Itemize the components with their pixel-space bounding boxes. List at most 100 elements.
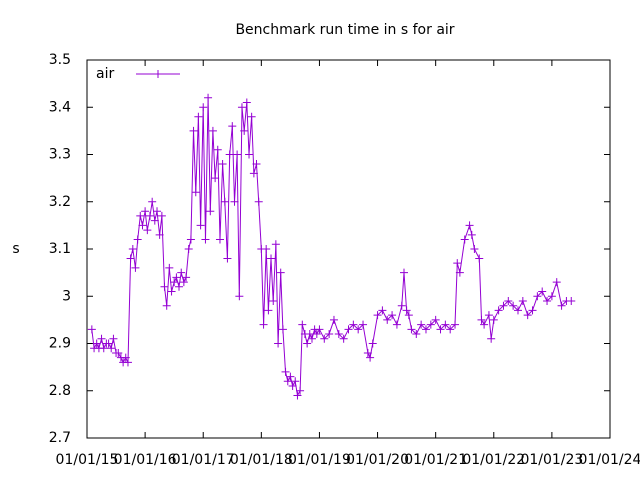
x-tick-label: 01/01/18 — [230, 452, 293, 468]
point-marker — [470, 245, 479, 253]
point-marker — [233, 150, 242, 159]
point-marker — [283, 377, 292, 386]
point-marker — [150, 216, 159, 225]
point-marker — [475, 254, 484, 263]
point-marker — [204, 93, 213, 102]
point-marker — [215, 235, 224, 244]
point-marker — [547, 292, 556, 301]
y-tick-label: 3.4 — [49, 99, 71, 115]
point-marker — [366, 353, 375, 362]
point-marker — [421, 325, 430, 334]
point-marker — [196, 221, 205, 230]
point-marker — [373, 311, 382, 320]
y-tick-label: 3.2 — [49, 194, 71, 210]
y-tick-label: 3.1 — [49, 241, 71, 257]
point-marker — [249, 169, 258, 178]
point-marker — [368, 339, 377, 348]
point-marker — [460, 235, 469, 244]
point-marker — [170, 278, 179, 287]
point-marker — [441, 320, 450, 329]
point-marker — [99, 344, 108, 353]
point-marker — [138, 221, 147, 230]
point-marker — [184, 245, 193, 253]
point-marker — [191, 188, 200, 197]
point-marker — [513, 306, 522, 315]
chart-title: Benchmark run time in s for air — [235, 22, 454, 38]
point-marker — [271, 240, 280, 249]
point-marker — [87, 325, 96, 334]
point-marker — [431, 315, 440, 324]
point-marker — [104, 339, 113, 348]
point-marker — [402, 306, 411, 315]
point-marker — [228, 122, 237, 131]
point-marker — [354, 325, 363, 334]
point-marker — [315, 325, 324, 334]
point-marker — [504, 296, 513, 305]
x-tick-label: 01/01/15 — [56, 452, 119, 468]
point-marker — [305, 330, 314, 339]
point-marker — [128, 245, 137, 253]
point-marker — [446, 325, 455, 334]
point-marker — [480, 320, 489, 329]
point-marker — [528, 306, 537, 315]
point-marker — [179, 278, 188, 287]
point-marker — [262, 245, 271, 253]
plot-frame — [86, 59, 611, 439]
y-tick-label: 2.9 — [49, 336, 71, 352]
point-marker — [252, 159, 261, 168]
point-marker — [303, 339, 312, 348]
point-marker — [489, 315, 498, 324]
point-marker — [543, 296, 552, 305]
point-marker — [276, 268, 285, 277]
point-marker — [121, 353, 130, 362]
point-marker — [281, 367, 290, 376]
y-tick-label: 2.7 — [49, 430, 71, 446]
point-marker — [286, 372, 295, 381]
point-marker — [349, 320, 358, 329]
x-tick-label: 01/01/19 — [288, 452, 351, 468]
point-marker — [141, 207, 150, 216]
point-marker — [136, 211, 145, 220]
point-marker — [538, 287, 547, 296]
point-marker — [477, 315, 486, 324]
x-tick-label: 01/01/20 — [346, 452, 409, 468]
point-marker — [218, 159, 227, 168]
point-marker — [392, 320, 401, 329]
point-marker — [312, 330, 321, 339]
point-marker — [567, 296, 576, 305]
point-marker — [264, 306, 273, 315]
x-tick-label: 01/01/16 — [114, 452, 177, 468]
point-marker — [145, 211, 154, 220]
legend-label: air — [96, 66, 114, 82]
point-marker — [417, 320, 426, 329]
point-marker — [453, 259, 462, 268]
point-marker — [291, 377, 300, 386]
point-marker — [518, 296, 527, 305]
point-marker — [235, 292, 244, 301]
point-marker — [412, 330, 421, 339]
point-marker — [552, 278, 561, 287]
point-marker — [533, 292, 542, 301]
point-marker — [237, 103, 246, 112]
point-marker — [278, 325, 287, 334]
point-marker — [267, 254, 276, 263]
point-marker — [404, 311, 413, 320]
point-marker — [175, 282, 184, 291]
point-marker — [182, 273, 191, 282]
point-marker — [509, 301, 518, 310]
point-marker — [334, 330, 343, 339]
point-marker — [186, 235, 195, 244]
point-marker — [339, 334, 348, 343]
point-marker — [153, 207, 162, 216]
point-marker — [143, 226, 152, 235]
point-marker — [107, 344, 116, 353]
point-marker — [131, 263, 140, 272]
point-marker — [298, 320, 307, 329]
point-marker — [320, 334, 329, 343]
point-marker — [359, 320, 368, 329]
point-marker — [407, 325, 416, 334]
point-marker — [397, 301, 406, 310]
point-marker — [165, 263, 174, 272]
point-marker — [254, 197, 263, 206]
point-marker — [378, 306, 387, 315]
